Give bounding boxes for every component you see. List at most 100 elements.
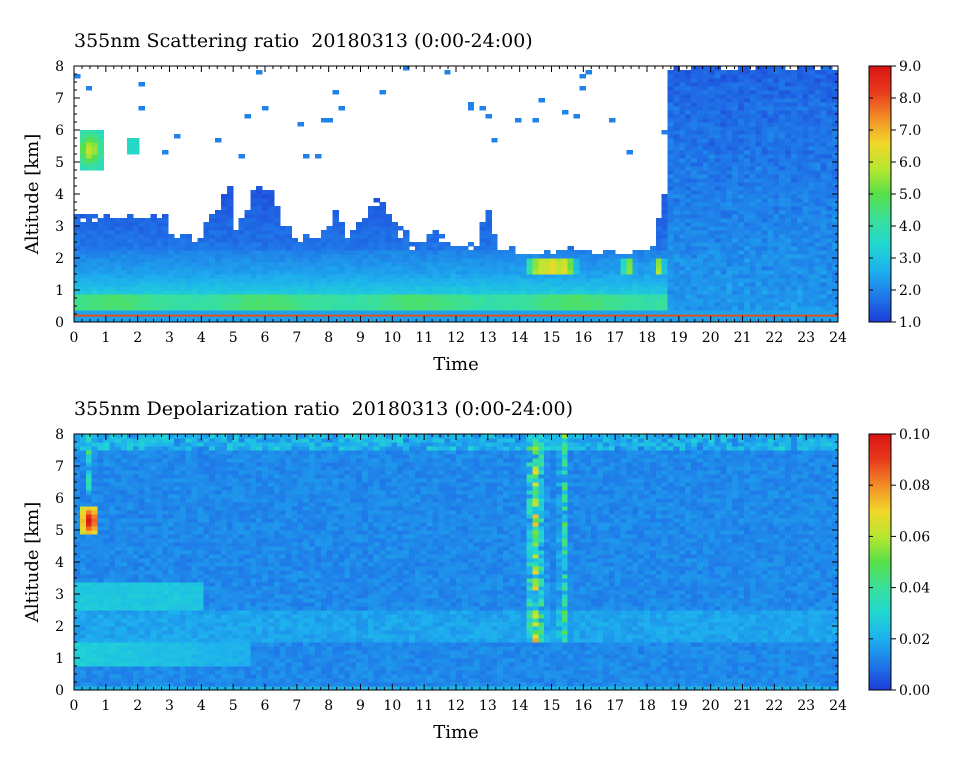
heatmap-cell — [720, 310, 727, 315]
heatmap-cell — [785, 174, 792, 179]
heatmap-cell — [626, 266, 633, 271]
heatmap-cell — [109, 586, 116, 591]
heatmap-cell — [726, 246, 733, 251]
heatmap-cell — [790, 290, 798, 295]
heatmap-cell — [267, 226, 275, 231]
heatmap-cell — [767, 302, 774, 307]
heatmap-cell — [573, 114, 581, 119]
heatmap-cell — [432, 238, 439, 243]
heatmap-cell — [726, 182, 733, 187]
heatmap-cell — [461, 246, 469, 251]
heatmap-cell — [820, 254, 827, 259]
heatmap-cell — [103, 238, 110, 243]
heatmap-cell — [720, 198, 727, 203]
heatmap-cell — [97, 666, 104, 671]
heatmap-cell — [826, 102, 833, 107]
heatmap-cell — [638, 270, 645, 275]
heatmap-cell — [408, 290, 416, 295]
heatmap-cell — [479, 290, 486, 295]
heatmap-cell — [109, 662, 116, 667]
heatmap-cell — [168, 262, 175, 267]
heatmap-cell — [256, 274, 263, 279]
heatmap-cell — [785, 126, 792, 131]
heatmap-cell — [732, 98, 739, 103]
heatmap-cell — [109, 566, 116, 571]
heatmap-cell — [97, 490, 104, 495]
heatmap-cell — [538, 310, 545, 315]
heatmap-cell — [814, 146, 821, 151]
heatmap-cell — [497, 306, 504, 311]
heatmap-cell — [309, 278, 316, 283]
heatmap-cell — [79, 522, 87, 527]
heatmap-cell — [456, 294, 463, 299]
heatmap-cell — [826, 90, 833, 95]
heatmap-cell — [726, 234, 733, 239]
heatmap-cell — [479, 298, 486, 303]
heatmap-cell — [138, 218, 146, 223]
heatmap-cell — [644, 270, 651, 275]
heatmap-cell — [138, 234, 146, 239]
heatmap-cell — [203, 306, 210, 311]
heatmap-cell — [91, 518, 99, 523]
heatmap-cell — [138, 238, 146, 243]
heatmap-cell — [150, 258, 157, 263]
heatmap-cell — [74, 618, 81, 623]
heatmap-cell — [403, 310, 410, 315]
heatmap-cell — [91, 594, 99, 599]
heatmap-cell — [667, 266, 675, 271]
heatmap-cell — [649, 282, 657, 287]
heatmap-cell — [785, 318, 792, 323]
heatmap-cell — [403, 278, 410, 283]
heatmap-cell — [579, 254, 586, 259]
heatmap-cell — [708, 286, 716, 291]
heatmap-cell — [385, 282, 392, 287]
heatmap-cell — [91, 502, 99, 507]
heatmap-cell — [820, 226, 827, 231]
heatmap-cell — [109, 298, 116, 303]
heatmap-cell — [91, 586, 99, 591]
heatmap-cell — [256, 194, 263, 199]
heatmap-cell — [802, 258, 810, 263]
heatmap-cell — [273, 310, 281, 315]
heatmap-cell — [732, 294, 739, 299]
heatmap-cell — [661, 222, 669, 227]
heatmap-cell — [79, 566, 87, 571]
heatmap-cell — [74, 554, 81, 559]
heatmap-cell — [743, 154, 751, 159]
heatmap-cell — [702, 158, 710, 163]
heatmap-cell — [262, 202, 269, 207]
heatmap-cell — [714, 162, 722, 167]
heatmap-cell — [726, 306, 733, 311]
heatmap-cell — [256, 242, 263, 247]
heatmap-cell — [696, 298, 704, 303]
heatmap-cell — [444, 274, 451, 279]
heatmap-cell — [162, 250, 169, 255]
heatmap-cell — [573, 250, 581, 255]
heatmap-cell — [773, 186, 780, 191]
heatmap-cell — [738, 174, 745, 179]
heatmap-cell — [714, 122, 722, 127]
heatmap-cell — [79, 498, 87, 503]
heatmap-cell — [79, 242, 87, 247]
heatmap-cell — [103, 686, 110, 691]
heatmap-cell — [373, 266, 381, 271]
heatmap-cell — [585, 310, 592, 315]
heatmap-cell — [91, 514, 99, 519]
heatmap-cell — [279, 234, 287, 239]
heatmap-cell — [79, 634, 87, 639]
heatmap-cell — [761, 250, 769, 255]
heatmap-cell — [743, 66, 751, 71]
heatmap-cell — [514, 310, 522, 315]
heatmap-cell — [85, 514, 93, 519]
heatmap-cell — [667, 110, 675, 115]
heatmap-cell — [691, 178, 698, 183]
heatmap-cell — [826, 278, 833, 283]
heatmap-cell — [567, 318, 575, 323]
heatmap-cell — [796, 298, 804, 303]
heatmap-cell — [285, 282, 293, 287]
heatmap-cell — [91, 610, 99, 615]
heatmap-cell — [620, 254, 628, 259]
heatmap-cell — [444, 266, 451, 271]
heatmap-cell — [702, 78, 710, 83]
heatmap-cell — [796, 102, 804, 107]
